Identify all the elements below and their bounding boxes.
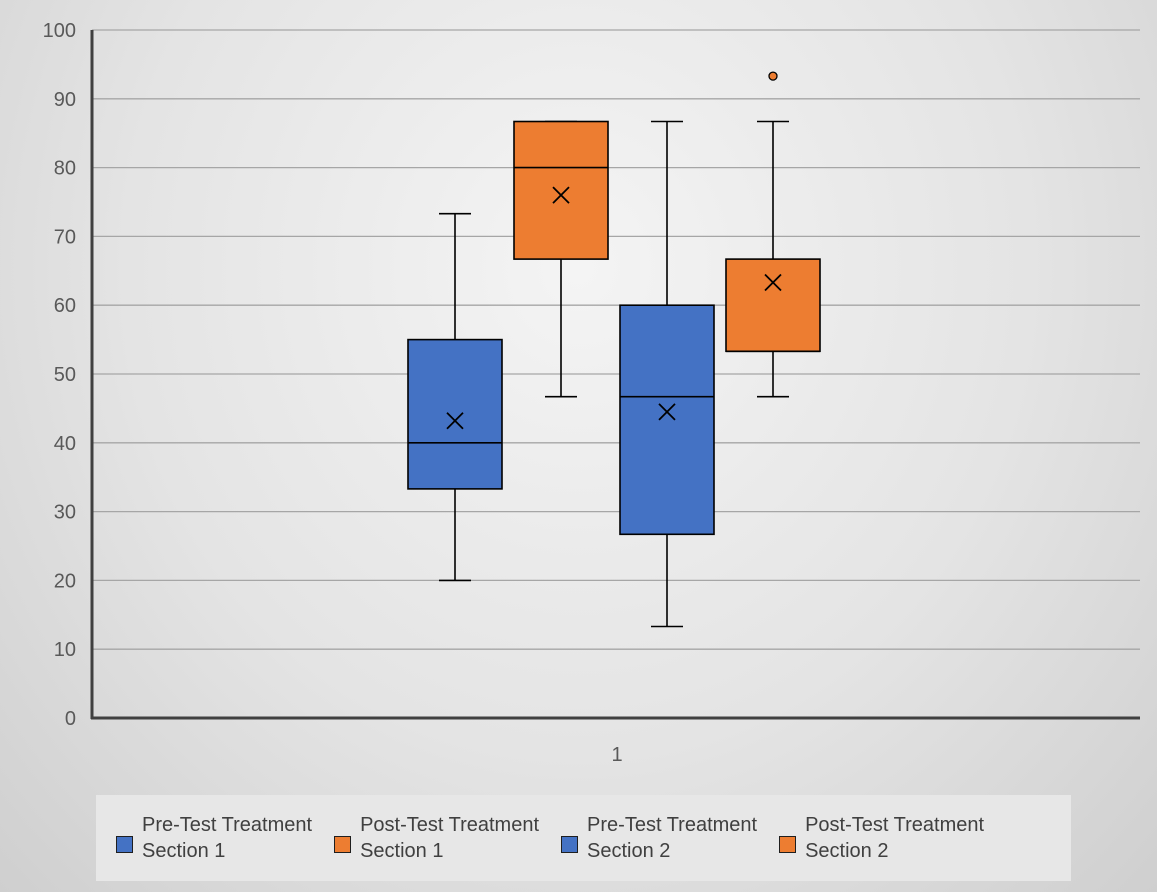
y-tick-label-10: 10	[54, 639, 76, 661]
legend-item-1: Post-Test Treatment Section 1	[334, 812, 539, 864]
x-tick-label-1: 1	[611, 744, 622, 766]
outlier-3-0	[768, 71, 778, 81]
box-0	[407, 338, 503, 490]
y-tick-label-0: 0	[65, 708, 76, 730]
legend-label-1: Post-Test Treatment Section 1	[360, 814, 540, 862]
legend-item-3: Post-Test Treatment Section 2	[779, 812, 984, 864]
y-tick-label-50: 50	[54, 364, 76, 386]
y-tick-label-20: 20	[54, 570, 76, 592]
box-1	[513, 120, 609, 260]
legend-swatch-3	[779, 835, 797, 853]
box-plot-chart: 0 10 20 30 40 50 60 70 80 90 100 1	[43, 20, 1140, 766]
legend-label-0: Pre-Test Treatment Section 1	[142, 814, 313, 862]
legend-item-2: Pre-Test Treatment Section 2	[561, 812, 757, 864]
y-tick-label-70: 70	[54, 226, 76, 248]
y-tick-label-30: 30	[54, 502, 76, 524]
y-tick-label-40: 40	[54, 433, 76, 455]
legend-item-0: Pre-Test Treatment Section 1	[116, 812, 312, 864]
mean-marker-1	[552, 186, 570, 204]
legend-label-3: Post-Test Treatment Section 2	[805, 814, 985, 862]
y-tick-label-90: 90	[54, 89, 76, 111]
y-tick-label-100: 100	[43, 20, 76, 42]
mean-marker-2	[658, 403, 676, 421]
y-tick-label-60: 60	[54, 295, 76, 317]
mean-marker-0	[446, 412, 464, 430]
box-2	[619, 304, 715, 536]
legend-swatch-2	[561, 835, 579, 853]
box-3	[725, 258, 821, 353]
legend-label-2: Pre-Test Treatment Section 2	[587, 814, 758, 862]
legend-swatch-0	[116, 835, 133, 853]
y-tick-label-80: 80	[54, 158, 76, 180]
legend-swatch-1	[334, 835, 352, 853]
legend: Pre-Test Treatment Section 1 Post-Test T…	[96, 795, 1071, 881]
mean-marker-3	[764, 273, 782, 292]
